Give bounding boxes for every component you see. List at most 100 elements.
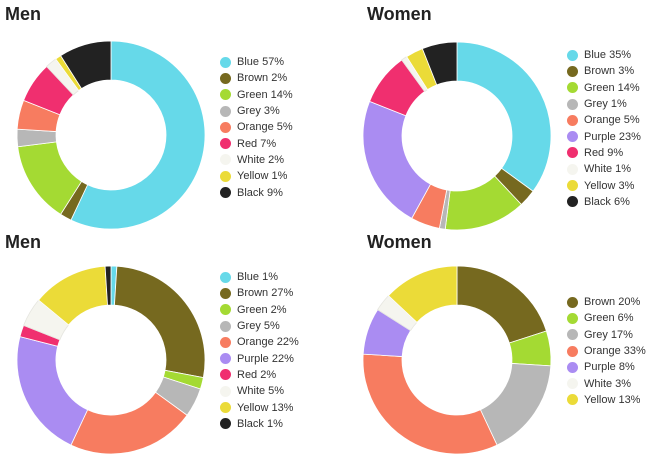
slice-purple [362,100,432,219]
legend-swatch [220,353,231,365]
donut-chart [362,265,552,455]
legend-swatch [567,312,578,324]
slice-orange [362,353,498,455]
legend-swatch [220,418,231,430]
legend-label: White 1% [584,163,632,176]
legend-item-black: Black 1% [220,416,299,432]
legend-item-white: White 1% [567,161,641,177]
legend-item-black: Black 9% [220,184,293,200]
legend-label: Green 14% [584,81,640,94]
legend-swatch [567,180,578,192]
legend-label: Purple 8% [584,361,635,374]
slice-blue [456,41,552,192]
slice-brown [114,265,206,379]
legend-label: Red 9% [584,146,624,159]
legend: Blue 1% Brown 27% Green 2% Grey 5% Orange 22… [220,269,299,432]
legend-label: Red 7% [237,137,277,150]
legend-item-green: Green 14% [220,87,293,103]
slice-black [60,40,112,90]
legend-swatch [220,56,231,68]
legend-swatch [567,345,578,357]
legend-item-brown: Brown 27% [220,285,299,301]
legend-swatch [220,271,231,283]
legend-label: Red 2% [237,368,277,381]
legend-swatch [567,394,578,406]
legend-swatch [220,105,231,117]
legend-label: Grey 5% [237,320,280,333]
legend-swatch [567,49,578,61]
donut-chart [362,41,552,231]
chart-title: Men [5,232,41,252]
legend-item-orange: Orange 5% [567,112,641,128]
legend-swatch [220,320,231,332]
legend-item-yellow: Yellow 13% [567,392,646,408]
legend-label: Green 2% [237,303,287,316]
legend-label: Brown 3% [584,65,635,78]
legend-label: Yellow 13% [584,393,641,406]
legend-item-white: White 5% [220,383,299,399]
legend: Blue 57% Brown 2% Green 14% Grey 3% Orange 5… [220,54,293,201]
legend-swatch [220,336,231,348]
legend-label: Grey 3% [237,105,280,118]
legend-item-blue: Blue 1% [220,269,299,285]
chart-title: Men [5,4,41,24]
legend-label: Grey 1% [584,98,627,111]
chart-women-1: Women Blue 35% Brown 3% Green 14% Grey 1% Or… [327,0,654,232]
donut-chart [16,40,206,230]
chart-title: Women [367,232,432,252]
legend-label: Purple 23% [584,130,641,143]
legend-swatch [220,304,231,316]
legend-swatch [567,163,578,175]
slice-purple [16,336,89,446]
legend-swatch [567,114,578,126]
slice-brown [456,265,547,344]
chart-title: Women [367,4,432,24]
chart-women-2: Women Brown 20% Green 6% Grey 17% Orange 33… [327,228,654,460]
legend: Blue 35% Brown 3% Green 14% Grey 1% Orange 5… [567,47,641,210]
legend-swatch [220,187,231,199]
legend-label: Yellow 1% [237,170,288,183]
legend-label: Orange 33% [584,345,646,358]
legend-item-purple: Purple 23% [567,128,641,144]
legend-item-grey: Grey 5% [220,318,299,334]
legend-swatch [567,296,578,308]
legend-item-green: Green 6% [567,310,646,326]
legend-label: White 5% [237,385,285,398]
legend-item-grey: Grey 17% [567,327,646,343]
legend-label: Orange 22% [237,336,299,349]
legend-label: Black 1% [237,417,283,430]
legend-item-blue: Blue 57% [220,54,293,70]
legend-item-orange: Orange 22% [220,334,299,350]
legend-swatch [220,138,231,150]
legend-swatch [567,378,578,390]
legend-swatch [567,131,578,143]
legend-item-white: White 2% [220,152,293,168]
legend-item-purple: Purple 8% [567,359,646,375]
legend: Brown 20% Green 6% Grey 17% Orange 33% Purpl… [567,294,646,408]
legend-swatch [220,121,231,133]
legend-item-red: Red 2% [220,367,299,383]
legend-swatch [567,361,578,373]
legend-item-white: White 3% [567,375,646,391]
legend-label: Blue 35% [584,49,632,62]
legend-label: Grey 17% [584,328,633,341]
legend-item-yellow: Yellow 3% [567,177,641,193]
chart-men-2: Men Blue 1% Brown 27% Green 2% Grey 5% Orang… [0,228,327,460]
donut-chart [16,265,206,455]
legend-label: Orange 5% [584,114,640,127]
legend-item-brown: Brown 3% [567,63,641,79]
legend-label: Yellow 13% [237,401,294,414]
legend-item-grey: Grey 3% [220,103,293,119]
legend-item-red: Red 9% [567,145,641,161]
legend-label: Black 6% [584,195,630,208]
legend-swatch [567,196,578,208]
legend-item-green: Green 2% [220,302,299,318]
legend-swatch [567,329,578,341]
legend-swatch [220,89,231,101]
legend-label: Green 14% [237,88,293,101]
legend-label: Blue 57% [237,56,285,69]
legend-swatch [220,72,231,84]
legend-item-red: Red 7% [220,135,293,151]
legend-label: Brown 27% [237,287,294,300]
legend-swatch [567,147,578,159]
